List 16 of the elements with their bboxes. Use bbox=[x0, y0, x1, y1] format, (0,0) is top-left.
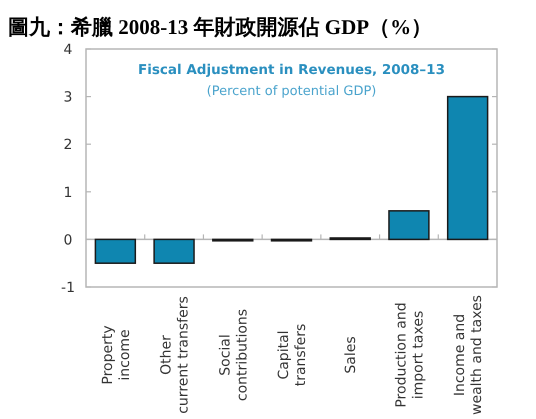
text: Fiscal Adjustment in Revenues, 2008–13 bbox=[138, 62, 445, 78]
x-tick-label: Production and import taxes bbox=[393, 302, 426, 408]
x-tick-label: Property income bbox=[100, 325, 133, 385]
annotation: (Percent of potential GDP) bbox=[206, 84, 376, 99]
x-tick-label: Other current transfers bbox=[158, 296, 192, 414]
x-tick-label: Sales bbox=[343, 336, 360, 374]
y-tick-label: 2 bbox=[64, 137, 72, 154]
x-tick-label: Social contributions bbox=[217, 308, 250, 402]
x-tick-label: Capital transfers bbox=[276, 324, 309, 386]
y-tick-label: 0 bbox=[64, 232, 72, 248]
y-tick-label: 4 bbox=[64, 42, 73, 58]
y-tick-label: 1 bbox=[64, 184, 72, 201]
y-tick-label: -1 bbox=[61, 280, 75, 296]
chart-title: 圖九：希臘 2008-13 年財政開源佔 GDP（%） bbox=[8, 15, 432, 39]
x-tick-label: Income and wealth and taxes bbox=[452, 295, 486, 415]
y-tick-label: 3 bbox=[64, 90, 72, 106]
